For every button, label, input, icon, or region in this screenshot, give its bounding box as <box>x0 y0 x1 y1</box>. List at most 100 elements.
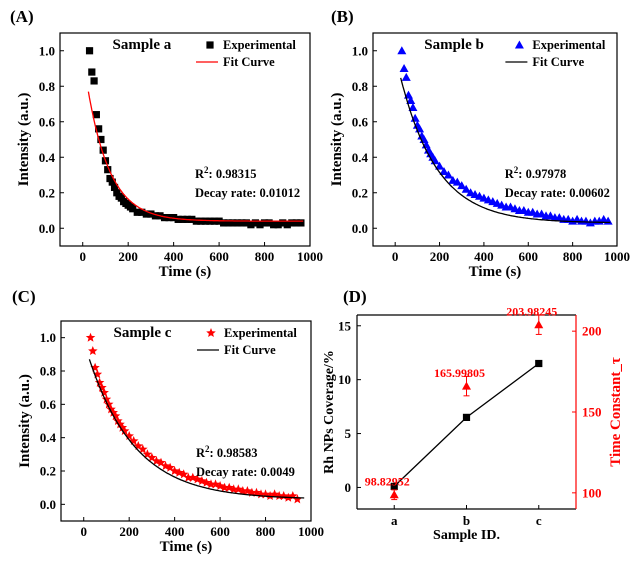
data-point <box>160 461 171 470</box>
data-point <box>169 466 180 475</box>
y-tick-label: 0.8 <box>352 79 369 94</box>
r2-superscript: 2 <box>205 444 210 454</box>
y-tick-label: 0.4 <box>40 430 57 445</box>
data-point <box>439 166 449 175</box>
x-tick-label: 1000 <box>604 249 630 264</box>
data-point <box>260 219 269 227</box>
x-tick-label: 200 <box>430 249 450 264</box>
x-tick-label: 0 <box>392 249 399 264</box>
data-point <box>197 217 205 225</box>
data-point <box>110 183 119 192</box>
x-tick-label: 0 <box>79 249 86 264</box>
y-tick-label: 0.0 <box>40 497 56 512</box>
y-tick-label: 0.6 <box>352 114 369 129</box>
panel-label: (A) <box>10 7 34 26</box>
x-tick-label: 600 <box>209 249 229 264</box>
panel-d: (D) a b c 0 5 10 15 100 150 200 Sample ID. Rh NPs Co… <box>322 287 624 543</box>
data-point <box>283 221 291 229</box>
data-point <box>238 219 246 227</box>
sample-label: Sample c <box>114 325 172 341</box>
x-tick-label: 800 <box>256 524 276 539</box>
coverage-point <box>535 359 543 368</box>
plot-frame <box>372 32 618 247</box>
legend-marker <box>206 328 216 337</box>
x-tick-label: 1000 <box>298 524 324 539</box>
data-point <box>399 64 409 72</box>
data-point <box>457 181 467 190</box>
x-tick-label: 200 <box>119 524 139 539</box>
data-point <box>260 489 271 499</box>
time-constant-point <box>389 490 399 499</box>
time-constant-point <box>534 320 544 329</box>
data-point <box>265 219 273 227</box>
data-point <box>233 219 241 227</box>
fit-curve <box>400 77 611 224</box>
data-point <box>206 479 216 489</box>
data-point <box>85 47 94 55</box>
data-point <box>106 404 116 414</box>
data-point <box>279 219 287 227</box>
y-axis-label: Rh NPs Coverage/% <box>322 350 337 474</box>
data-point <box>85 332 96 342</box>
data-point <box>452 177 462 186</box>
data-point <box>256 489 266 499</box>
data-point <box>129 205 137 213</box>
data-point <box>292 219 300 227</box>
data-point <box>435 161 445 170</box>
x-tick-label: 800 <box>255 249 275 264</box>
data-point <box>201 477 212 487</box>
y-tick-label: 0.2 <box>39 185 55 200</box>
data-point <box>97 135 105 144</box>
data-point <box>90 77 98 85</box>
y-axis-label: Intensity (a.u.) <box>16 93 32 187</box>
data-point <box>147 210 155 218</box>
y-tick-label: 0.2 <box>352 185 368 200</box>
r2-value: : 0.97978 <box>518 167 566 181</box>
data-point <box>251 487 262 497</box>
data-point <box>270 221 278 229</box>
y-tick-label: 0.0 <box>352 221 368 236</box>
data-point <box>292 494 303 504</box>
fit-curve <box>87 91 304 222</box>
data-point <box>110 411 121 420</box>
data-point <box>238 486 248 495</box>
y-tick-label: 15 <box>338 318 352 333</box>
data-point <box>142 210 150 218</box>
r2-superscript: 2 <box>514 165 519 175</box>
data-point <box>92 369 103 379</box>
x-tick-label: a <box>391 513 398 528</box>
decay-annotation: Decay rate: 0.0049 <box>196 465 295 479</box>
plot-frame <box>60 320 312 522</box>
y-tick-label: 1.0 <box>40 330 56 345</box>
r2-annotation: R2: 0.98583 <box>196 444 257 460</box>
data-point <box>151 456 162 465</box>
data-point <box>197 476 207 485</box>
r2-superscript: 2 <box>204 165 209 175</box>
data-point <box>443 170 453 179</box>
right-axis-label: Time Constant_τ <box>608 357 624 467</box>
data-point <box>219 482 230 492</box>
y-tick-label: 0.0 <box>39 221 55 236</box>
data-point <box>256 221 264 229</box>
decay-annotation: Decay rate: 0.01012 <box>195 186 300 200</box>
data-point <box>188 472 198 482</box>
data-point <box>297 219 305 227</box>
data-point <box>401 72 411 81</box>
y-tick-label: 10 <box>338 372 351 387</box>
data-point <box>461 184 471 193</box>
r2-annotation: R2: 0.98315 <box>195 165 256 181</box>
data-point <box>397 46 407 55</box>
data-point <box>210 479 221 489</box>
decay-annotation: Decay rate: 0.00602 <box>505 186 610 200</box>
y-tick-label: 0.8 <box>39 79 56 94</box>
y-tick-label: 5 <box>345 426 352 441</box>
y-tick-label: 0.4 <box>39 150 56 165</box>
data-point <box>229 219 237 227</box>
plot-frame <box>59 32 311 247</box>
data-point <box>113 416 123 425</box>
right-tick-label: 100 <box>582 485 602 500</box>
data-point <box>101 394 112 404</box>
data-point <box>274 221 282 229</box>
sample-label: Sample a <box>113 37 172 53</box>
